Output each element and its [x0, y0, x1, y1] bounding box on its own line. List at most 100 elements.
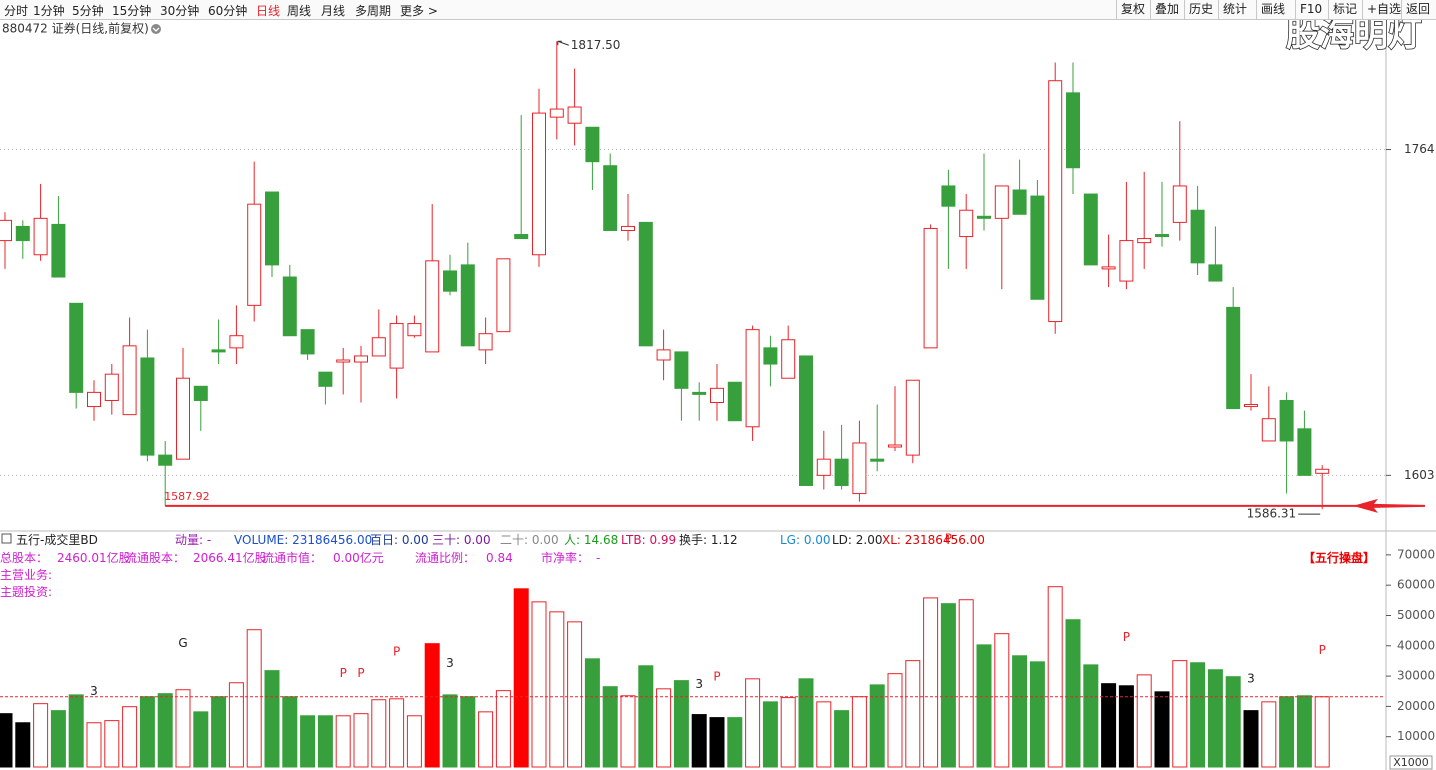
symbol-title: 880472 证券(日线,前复权) — [2, 21, 149, 36]
candle-body — [959, 209, 974, 238]
volume-bar — [1012, 655, 1028, 768]
period-tab[interactable]: 月线 — [321, 4, 346, 18]
period-tab[interactable]: 15分钟 — [112, 4, 152, 18]
candle-body — [1226, 306, 1241, 410]
volume-bar — [0, 713, 13, 768]
volume-bar — [139, 696, 155, 768]
candle-body — [104, 373, 119, 401]
candle-body — [265, 191, 279, 266]
volume-bar — [620, 695, 636, 768]
bar-marker: P — [393, 644, 400, 658]
period-tab[interactable]: 5分钟 — [72, 4, 104, 18]
candle-body — [710, 387, 724, 404]
tool-button[interactable]: +自选 — [1362, 0, 1405, 19]
info-text: 2066.41亿股 — [193, 551, 267, 565]
bar-marker: P — [713, 669, 720, 683]
volume-bar — [300, 715, 316, 768]
volume-bar — [834, 710, 850, 768]
period-tab[interactable]: 1分钟 — [33, 4, 65, 18]
candle-body — [994, 185, 1009, 219]
candle-body — [799, 355, 813, 486]
volume-bar — [1083, 664, 1099, 768]
candle-body — [674, 351, 689, 389]
volume-bar — [513, 588, 529, 768]
volume-bar — [638, 665, 654, 768]
volume-bar — [1207, 669, 1223, 768]
candle-body — [15, 225, 30, 242]
indicator-value: 人: 14.68 — [564, 533, 619, 547]
volume-bar — [1136, 674, 1152, 768]
candle-body — [656, 349, 671, 361]
candle-body — [443, 270, 457, 292]
volume-bar — [478, 711, 494, 768]
candle-body — [905, 379, 920, 456]
volume-bar — [780, 697, 796, 768]
volume-bar — [531, 601, 547, 768]
volume-bar — [549, 611, 565, 768]
indicator-value: 百日: 0.00 — [370, 533, 429, 547]
tool-button[interactable]: F10 — [1295, 0, 1326, 19]
dropdown-icon[interactable] — [151, 24, 161, 34]
candle-body — [1244, 404, 1258, 408]
volume-bar — [1172, 660, 1188, 768]
indicator-value: VOLUME: 23186456.00 — [234, 533, 373, 547]
candle-body — [496, 258, 511, 333]
volume-bar — [1261, 701, 1277, 768]
candle-body — [336, 359, 351, 363]
tool-button[interactable]: 画线 — [1256, 0, 1289, 19]
volume-bar — [905, 660, 921, 768]
candle-body — [69, 302, 84, 393]
candle-body — [371, 337, 386, 357]
tool-button[interactable]: 叠加 — [1150, 0, 1183, 19]
volume-bar — [353, 713, 369, 768]
candle-body — [247, 203, 262, 306]
indicator-icon[interactable] — [1, 533, 12, 544]
y-tick-label: 70000 — [1397, 547, 1435, 561]
bar-marker: P — [340, 666, 347, 680]
volume-bar — [1118, 685, 1134, 768]
period-tab[interactable]: 周线 — [287, 4, 312, 18]
period-tab[interactable]: 分时 — [4, 4, 29, 18]
info-text: 总股本： — [0, 551, 49, 565]
tool-button[interactable]: 复权 — [1116, 0, 1149, 19]
tool-button[interactable]: 返回 — [1401, 0, 1434, 19]
period-tab[interactable]: 30分钟 — [160, 4, 200, 18]
volume-bar — [50, 710, 66, 768]
info-text: 市净率： — [541, 551, 590, 565]
bar-marker: P — [1123, 630, 1130, 644]
candle-body — [0, 219, 12, 242]
volume-bar — [371, 699, 387, 768]
period-tab[interactable]: 更多 > — [400, 4, 438, 18]
volume-bar — [282, 696, 298, 768]
tool-button[interactable]: 标记 — [1328, 0, 1361, 19]
wuxing-button[interactable]: 【五行操盘】 — [1303, 551, 1376, 565]
period-tab[interactable]: 60分钟 — [208, 4, 248, 18]
bar-marker: 3 — [695, 677, 703, 691]
volume-bar — [798, 678, 814, 768]
volume-bar — [1065, 619, 1081, 768]
volume-bar — [406, 715, 422, 768]
period-tab[interactable]: 日线 — [256, 4, 281, 18]
volume-bar — [762, 701, 778, 768]
info-text: 主题投资: — [0, 585, 53, 599]
y-tick-label: 20000 — [1397, 699, 1435, 713]
candle-body — [478, 333, 493, 351]
tool-button[interactable]: 统计 — [1218, 0, 1251, 19]
tool-button[interactable]: 历史 — [1184, 0, 1217, 19]
bar-marker: 3 — [446, 656, 454, 670]
period-tab[interactable]: 多周期 — [355, 4, 392, 18]
candle-body — [1083, 193, 1098, 266]
candle-body — [852, 442, 867, 495]
candle-body — [1030, 195, 1045, 300]
unit-label: X1000 — [1393, 756, 1429, 769]
candle-body — [51, 223, 66, 278]
volume-bar — [1029, 661, 1045, 768]
volume-bar — [157, 693, 173, 768]
candle-body — [211, 349, 226, 353]
volume-bar — [994, 633, 1010, 768]
candle-body — [193, 385, 208, 401]
info-text: 流通比例： — [415, 551, 476, 565]
y-tick-label: 50000 — [1397, 608, 1435, 622]
volume-bar — [1101, 683, 1117, 768]
